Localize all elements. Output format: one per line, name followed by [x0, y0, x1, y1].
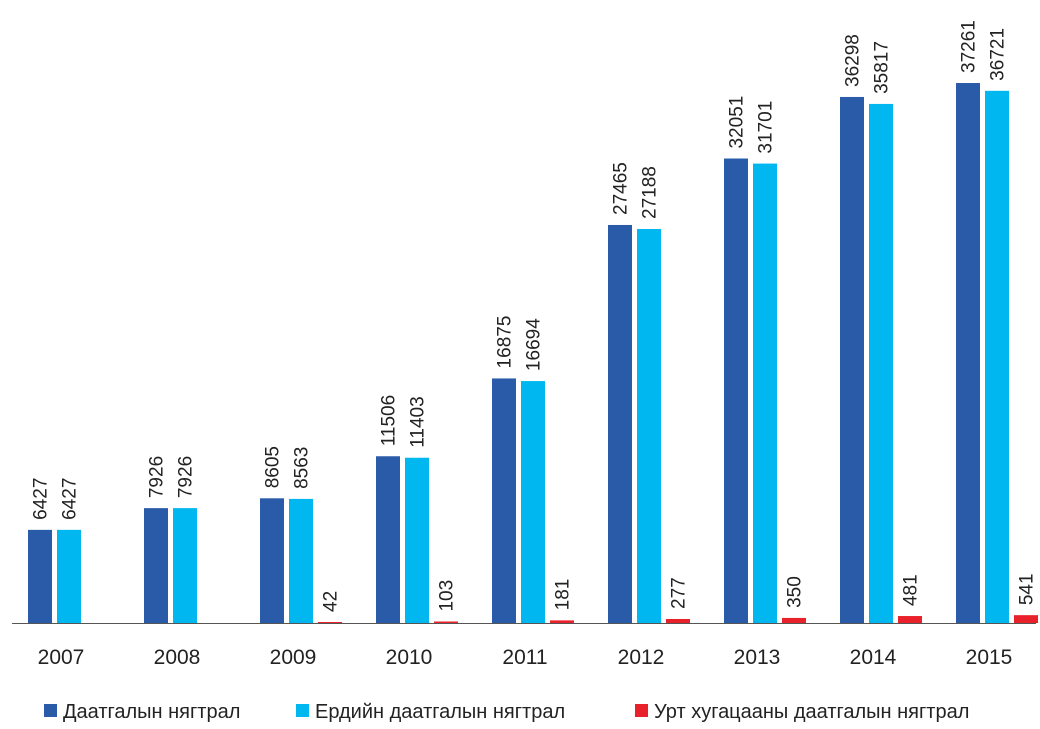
bar-2011-series-1 — [492, 378, 516, 623]
value-label-2008-series-2: 7926 — [176, 456, 197, 498]
value-label-2007-series-1: 6427 — [31, 478, 52, 520]
bar-2007-series-1 — [28, 529, 52, 623]
x-tick-label-2015: 2015 — [966, 646, 1013, 669]
value-label-2014-series-2: 35817 — [872, 41, 893, 94]
x-tick-label-2012: 2012 — [618, 646, 665, 669]
bar-2013-series-2 — [753, 163, 777, 623]
x-tick-label-2013: 2013 — [734, 646, 781, 669]
legend-swatch-series-1 — [44, 704, 57, 717]
bar-2013-series-1 — [724, 158, 748, 623]
bar-2014-series-2 — [869, 103, 893, 623]
bar-2012-series-3 — [666, 618, 690, 623]
value-label-2009-series-3: 42 — [321, 591, 342, 612]
bar-2010-series-2 — [405, 457, 429, 623]
legend-swatch-series-2 — [296, 704, 309, 717]
legend: Даатгалын нягтрал Ердийн даатгалын нягтра… — [44, 701, 969, 723]
bar-2009-series-2 — [289, 498, 313, 623]
value-label-2010-series-3: 103 — [437, 580, 458, 612]
value-label-2013-series-3: 350 — [785, 576, 806, 608]
bar-2015-series-1 — [956, 83, 980, 623]
x-tick-label-2008: 2008 — [154, 646, 201, 669]
x-tick-label-2010: 2010 — [386, 646, 433, 669]
value-label-2014-series-3: 481 — [901, 574, 922, 606]
legend-label-series-1: Даатгалын нягтрал — [63, 701, 240, 723]
value-label-2009-series-2: 8563 — [292, 447, 313, 489]
bar-2009-series-1 — [260, 498, 284, 623]
value-label-2010-series-1: 11506 — [379, 395, 400, 446]
bar-2008-series-2 — [173, 508, 197, 623]
value-label-2010-series-2: 11403 — [408, 396, 429, 447]
legend-label-series-3: Урт хугацааны даатгалын нягтрал — [654, 701, 969, 723]
legend-label-series-2: Ердийн даатгалын нягтрал — [315, 701, 565, 723]
bar-2014-series-1 — [840, 96, 864, 623]
bar-2011-series-2 — [521, 381, 545, 623]
bar-2012-series-2 — [637, 228, 661, 624]
value-label-2009-series-1: 8605 — [263, 446, 284, 488]
value-label-2011-series-3: 181 — [553, 579, 574, 611]
value-label-2012-series-3: 277 — [669, 577, 690, 609]
bar-2008-series-1 — [144, 508, 168, 623]
x-tick-labels: 2007 2008 2009 2010 2011 2012 2013 2014 2015 — [38, 646, 1013, 669]
value-label-2008-series-1: 7926 — [147, 456, 168, 498]
x-tick-label-2014: 2014 — [850, 646, 897, 669]
value-label-2013-series-2: 31701 — [756, 101, 777, 154]
bar-2014-series-3 — [898, 616, 922, 623]
bar-2013-series-3 — [782, 617, 806, 623]
legend-swatch-series-3 — [635, 704, 648, 717]
bar-2007-series-2 — [57, 529, 81, 623]
x-tick-label-2007: 2007 — [38, 646, 85, 669]
value-label-2012-series-1: 27465 — [611, 162, 632, 215]
value-label-2015-series-3: 541 — [1017, 573, 1038, 605]
value-label-2015-series-1: 37261 — [959, 20, 980, 73]
bar-2015-series-2 — [985, 90, 1009, 624]
bar-2010-series-3 — [434, 621, 458, 623]
value-label-2012-series-2: 27188 — [640, 166, 661, 219]
value-label-2015-series-2: 36721 — [988, 28, 1009, 81]
value-label-2007-series-2: 6427 — [60, 478, 81, 520]
bar-2012-series-1 — [608, 224, 632, 623]
bar-2011-series-3 — [550, 620, 574, 623]
value-labels-layer: 6427 6427 7926 7926 8605 8563 42 11506 11403 103 1… — [31, 20, 1038, 612]
bar-2015-series-3 — [1014, 615, 1038, 623]
value-label-2011-series-2: 16694 — [524, 318, 545, 371]
value-label-2013-series-1: 32051 — [727, 96, 748, 149]
value-label-2011-series-1: 16875 — [495, 316, 516, 369]
x-tick-label-2009: 2009 — [270, 646, 317, 669]
x-tick-label-2011: 2011 — [502, 646, 547, 669]
bar-2010-series-1 — [376, 456, 400, 623]
value-label-2014-series-1: 36298 — [843, 34, 864, 87]
bars-layer — [28, 83, 1038, 624]
bar-2009-series-3 — [318, 622, 342, 623]
